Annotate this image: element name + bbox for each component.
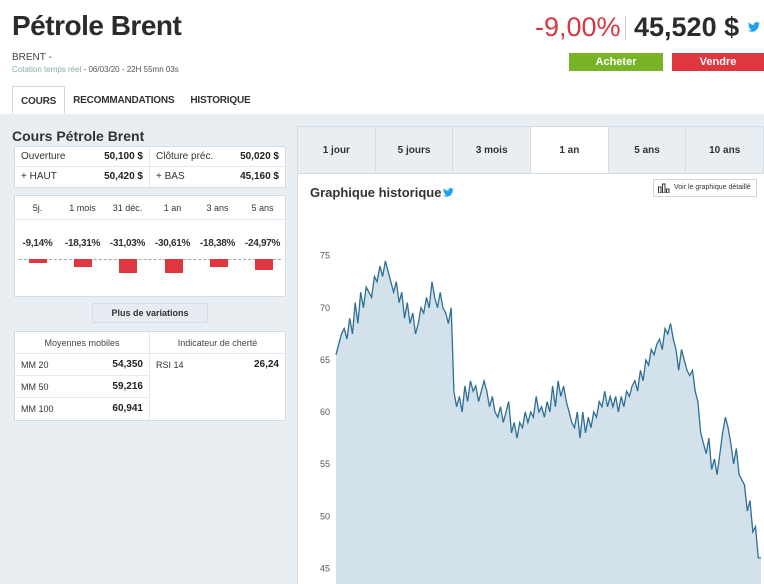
- rsi-column: RSI 14 26,24: [150, 354, 285, 420]
- current-price: 45,520 $: [634, 12, 740, 42]
- tab-recommandations[interactable]: RECOMMANDATIONS: [73, 95, 175, 106]
- y-tick-label: 45: [320, 563, 330, 573]
- sell-button[interactable]: Vendre: [672, 53, 764, 71]
- quote-value: 50,420 $: [104, 171, 143, 182]
- quote-label: + HAUT: [21, 171, 57, 182]
- variation-value: -9,14%: [22, 238, 53, 249]
- rsi-value: 26,24: [253, 359, 279, 370]
- ma-column: MM 20 54,350 MM 50 59,216 MM 100 60,941: [15, 354, 150, 420]
- quote-label: + BAS: [156, 171, 185, 182]
- y-tick-label: 60: [320, 407, 330, 417]
- quote-time-label: Cotation temps réel: [12, 65, 82, 74]
- page-title: Pétrole Brent: [12, 10, 182, 41]
- quote-time-value: - 06/03/20 - 22H 55mn 03s: [81, 65, 179, 74]
- quote-value: 50,020 $: [240, 151, 279, 162]
- series-area: [336, 260, 761, 584]
- y-tick-label: 65: [320, 355, 330, 365]
- ma-header: Moyennes mobiles: [15, 332, 150, 353]
- y-tick-label: 50: [320, 511, 330, 521]
- ma-label: MM 20: [21, 360, 49, 370]
- table-row: MM 50 59,216: [15, 376, 149, 398]
- ma-label: MM 50: [21, 382, 49, 392]
- variation-value: -31,03%: [109, 238, 146, 249]
- table-row: + HAUT 50,420 $ + BAS 45,160 $: [15, 167, 285, 187]
- tab-10-ans[interactable]: 10 ans: [686, 127, 764, 173]
- variation-value: -30,61%: [154, 238, 191, 249]
- table-row: Ouverture 50,100 $ Clôture préc. 50,020 $: [15, 147, 285, 167]
- indicators-header: Moyennes mobiles Indicateur de cherté: [15, 332, 285, 354]
- quote-cell: + BAS 45,160 $: [150, 167, 285, 187]
- quote-label: Clôture préc.: [156, 151, 214, 162]
- y-tick-label: 55: [320, 459, 330, 469]
- tab-1-an[interactable]: 1 an: [531, 127, 609, 173]
- quote-cell: Ouverture 50,100 $: [15, 147, 150, 166]
- table-row: MM 100 60,941: [15, 398, 149, 420]
- ma-label: MM 100: [21, 404, 54, 414]
- ma-value: 59,216: [112, 381, 143, 392]
- ticker-label: BRENT -: [12, 52, 52, 63]
- quote-cell: Clôture préc. 50,020 $: [150, 147, 285, 166]
- ma-value: 54,350: [112, 359, 143, 370]
- tab-3-mois[interactable]: 3 mois: [453, 127, 532, 173]
- quote-value: 50,100 $: [104, 151, 143, 162]
- detailed-chart-label: Voir le graphique détaillé: [674, 184, 751, 191]
- variations-panel: 5j. 1 mois 31 déc. 1 an 3 ans 5 ans -9,1…: [14, 195, 286, 297]
- chart-panel: Graphique historique Voir le graphique d…: [297, 174, 764, 584]
- section-title: Cours Pétrole Brent: [12, 128, 145, 144]
- table-row: MM 20 54,350: [15, 354, 149, 376]
- series-line: [335, 260, 761, 559]
- tab-cours[interactable]: COURS: [12, 86, 66, 114]
- variation-bar: [119, 259, 138, 273]
- period-label: 5 ans: [251, 203, 274, 213]
- variation-bar: [74, 259, 92, 268]
- tab-historique[interactable]: HISTORIQUE: [190, 95, 251, 106]
- variation-bar: [210, 259, 228, 268]
- main-tabs: COURS RECOMMANDATIONS HISTORIQUE: [12, 86, 258, 114]
- variation-bar: [28, 259, 47, 264]
- price-change: -9,00%: [535, 12, 621, 42]
- variations-header: 5j. 1 mois 31 déc. 1 an 3 ans 5 ans: [15, 196, 285, 220]
- divider: [625, 16, 626, 40]
- period-tabs: 1 jour 5 jours 3 mois 1 an 5 ans 10 ans: [297, 126, 764, 174]
- indicators-table: Moyennes mobiles Indicateur de cherté MM…: [14, 331, 286, 421]
- chart-title: Graphique historique: [310, 185, 442, 200]
- variation-value: -18,38%: [199, 238, 236, 249]
- buy-button[interactable]: Acheter: [569, 53, 663, 71]
- detailed-chart-button[interactable]: Voir le graphique détaillé: [653, 179, 757, 197]
- twitter-icon[interactable]: [748, 22, 760, 32]
- tab-5-ans[interactable]: 5 ans: [609, 127, 687, 173]
- bar-chart-icon: [658, 183, 670, 193]
- tab-5-jours[interactable]: 5 jours: [376, 127, 454, 173]
- period-label: 1 mois: [69, 203, 96, 213]
- quote-value: 45,160 $: [240, 171, 279, 182]
- ma-value: 60,941: [112, 403, 143, 414]
- quote-cell: + HAUT 50,420 $: [15, 167, 150, 187]
- variation-bars: [15, 249, 285, 289]
- zero-line: [19, 259, 281, 260]
- history-chart: 45 50 55 60 65 70 75: [320, 251, 761, 584]
- twitter-icon[interactable]: [443, 188, 454, 197]
- period-label: 5j.: [32, 203, 43, 213]
- more-variations-button[interactable]: Plus de variations: [92, 303, 208, 323]
- period-label: 31 déc.: [112, 203, 143, 213]
- variation-value: -18,31%: [64, 238, 101, 249]
- y-tick-label: 75: [320, 251, 330, 261]
- variation-values: -9,14% -18,31% -31,03% -30,61% -18,38% -…: [15, 238, 285, 249]
- rsi-label: RSI 14: [156, 360, 184, 370]
- variation-bar: [255, 259, 274, 271]
- period-label: 1 an: [163, 203, 182, 213]
- indicators-body: MM 20 54,350 MM 50 59,216 MM 100 60,941 RSI…: [15, 354, 285, 420]
- quotes-table: Ouverture 50,100 $ Clôture préc. 50,020 $ …: [14, 146, 286, 188]
- variation-bar: [164, 259, 183, 273]
- quote-time: Cotation temps réel - 06/03/20 - 22H 55m…: [12, 65, 179, 74]
- y-tick-label: 70: [320, 303, 330, 313]
- tab-1-jour[interactable]: 1 jour: [298, 127, 376, 173]
- variation-value: -24,97%: [244, 238, 281, 249]
- quote-label: Ouverture: [21, 151, 66, 162]
- period-label: 3 ans: [206, 203, 229, 213]
- table-row: RSI 14 26,24: [150, 354, 285, 376]
- rsi-header: Indicateur de cherté: [177, 338, 258, 348]
